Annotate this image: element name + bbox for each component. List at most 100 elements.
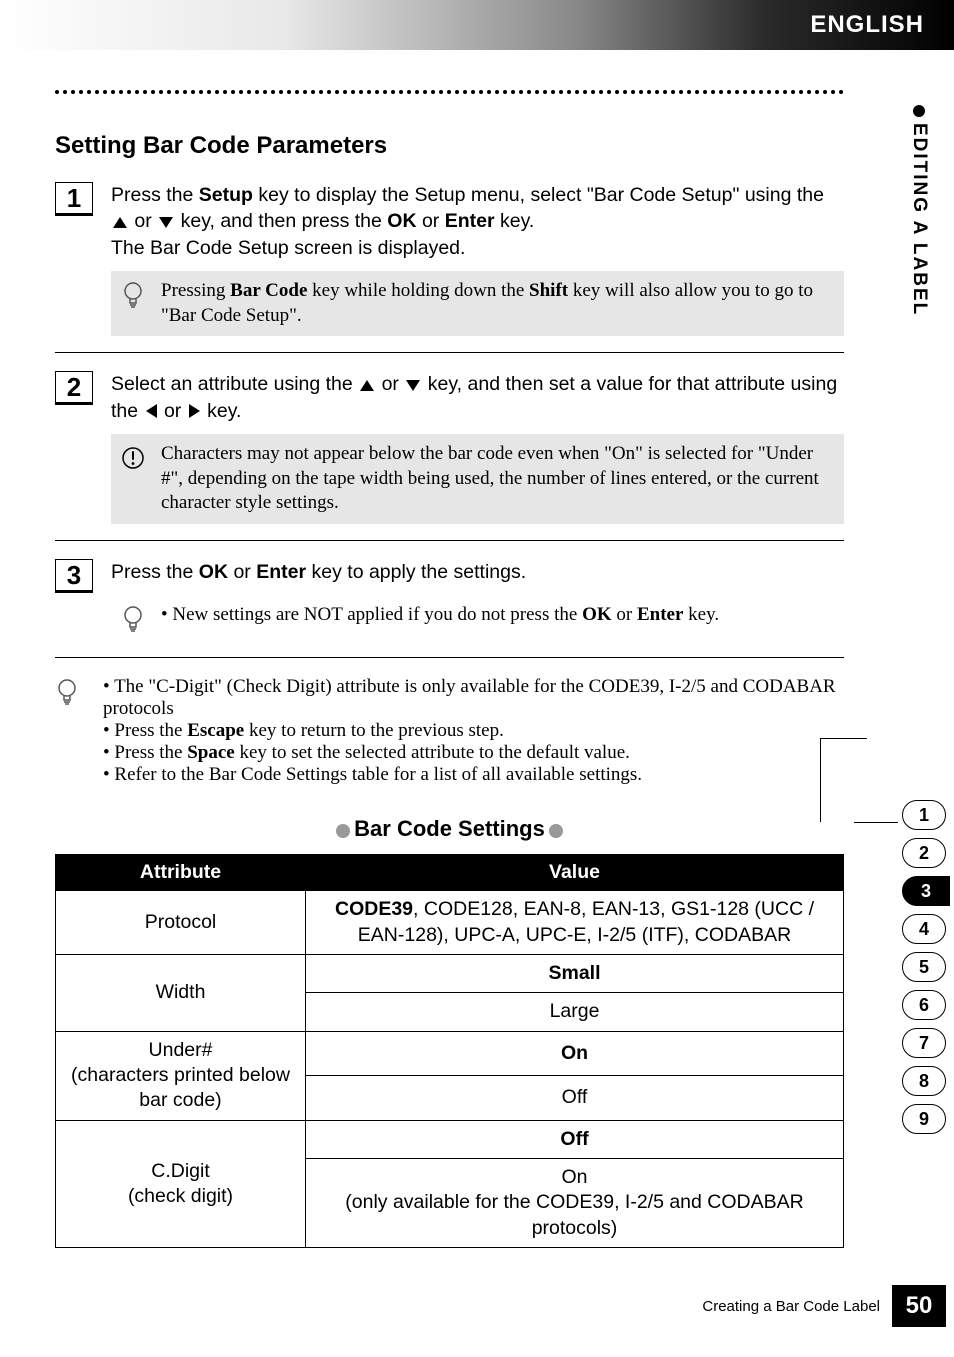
arrow-right-icon	[189, 404, 200, 418]
text: Pressing	[161, 280, 230, 301]
section-side-tab: EDITING A LABEL	[908, 105, 930, 316]
key-ok: OK	[387, 210, 416, 232]
arrow-up-icon	[360, 380, 374, 391]
language-label: ENGLISH	[810, 11, 924, 39]
notes-list: The "C-Digit" (Check Digit) attribute is…	[95, 676, 844, 786]
text: Under#	[149, 1039, 213, 1061]
warning-icon	[121, 442, 149, 516]
tab-connector-line	[854, 822, 898, 823]
bulb-icon	[121, 603, 149, 633]
key-shift: Shift	[529, 280, 568, 301]
text: (only available for the CODE39, I-2/5 an…	[345, 1191, 803, 1238]
cell-attr: Protocol	[56, 891, 306, 955]
key-escape: Escape	[187, 720, 244, 741]
text: (characters printed below bar code)	[71, 1064, 290, 1111]
header-attribute: Attribute	[56, 855, 306, 891]
tab-connector-line	[820, 738, 898, 822]
chapter-tab-5[interactable]: 5	[902, 952, 946, 982]
text: or	[228, 561, 256, 583]
text: key, and then press the	[175, 210, 387, 232]
note-text: Pressing Bar Code key while holding down…	[161, 279, 834, 328]
list-item: Press the Escape key to return to the pr…	[103, 720, 844, 742]
table-row: C.Digit(check digit) Off	[56, 1120, 844, 1158]
cell-value: On (only available for the CODE39, I-2/5 …	[306, 1159, 844, 1248]
text: key.	[495, 210, 535, 232]
warning-text: Characters may not appear below the bar …	[161, 442, 834, 516]
step-body: Press the OK or Enter key to apply the s…	[111, 559, 844, 641]
text: key.	[683, 604, 719, 625]
step-divider	[55, 657, 844, 658]
step-divider	[55, 540, 844, 541]
key-enter: Enter	[445, 210, 495, 232]
cell-attr: Under# (characters printed below bar code…	[56, 1031, 306, 1120]
step-1: 1 Press the Setup key to display the Set…	[55, 182, 844, 338]
text: C.Digit	[151, 1160, 210, 1182]
default-value: CODE39	[335, 898, 413, 920]
step-body: Select an attribute using the or key, an…	[111, 371, 844, 524]
chapter-tab-9[interactable]: 9	[902, 1104, 946, 1134]
chapter-tab-8[interactable]: 8	[902, 1066, 946, 1096]
header-value: Value	[306, 855, 844, 891]
text: Press the	[111, 561, 199, 583]
text: , CODE128, EAN-8, EAN-13, GS1-128 (UCC /…	[358, 898, 814, 945]
text: or	[129, 210, 157, 232]
title-dot-icon	[336, 824, 350, 838]
key-barcode: Bar Code	[230, 280, 307, 301]
list-item: Refer to the Bar Code Settings table for…	[103, 764, 844, 786]
chapter-tab-2[interactable]: 2	[902, 838, 946, 868]
cell-value: Off	[306, 1120, 844, 1158]
text: or	[159, 400, 187, 422]
chapter-tab-3[interactable]: 3	[902, 876, 950, 906]
text: Press the	[114, 742, 187, 763]
step-number: 2	[55, 371, 93, 405]
text: The Bar Code Setup screen is displayed.	[111, 237, 465, 259]
text: New settings are NOT applied if you do n…	[172, 604, 582, 625]
header-bar: ENGLISH	[0, 0, 954, 50]
text: Press the	[111, 184, 199, 206]
arrow-left-icon	[146, 404, 157, 418]
step-number: 3	[55, 559, 93, 593]
step-2: 2 Select an attribute using the or key, …	[55, 371, 844, 526]
table-header-row: Attribute Value	[56, 855, 844, 891]
list-item: Press the Space key to set the selected …	[103, 742, 844, 764]
text: Select an attribute using the	[111, 373, 358, 395]
key-enter: Enter	[256, 561, 306, 583]
cell-attr: C.Digit(check digit)	[56, 1120, 306, 1247]
text: or	[376, 373, 404, 395]
settings-table: Attribute Value Protocol CODE39, CODE128…	[55, 854, 844, 1248]
step-divider	[55, 352, 844, 353]
bulb-icon	[55, 676, 83, 786]
key-ok: OK	[582, 604, 612, 625]
chapter-tab-1[interactable]: 1	[902, 800, 946, 830]
arrow-down-icon	[159, 217, 173, 228]
text: key to display the Setup menu, select "B…	[253, 184, 824, 206]
text: On	[561, 1166, 587, 1188]
step-number: 1	[55, 182, 93, 216]
note-box: Pressing Bar Code key while holding down…	[111, 271, 844, 336]
side-tab-label: EDITING A LABEL	[908, 123, 930, 316]
cell-value: Small	[306, 955, 844, 993]
cell-value: Large	[306, 993, 844, 1031]
section-title: Setting Bar Code Parameters	[55, 132, 844, 160]
table-row: Under#(characters printed below bar code…	[56, 1031, 844, 1076]
table-title: Bar Code Settings	[55, 816, 844, 842]
step-3: 3 Press the OK or Enter key to apply the…	[55, 559, 844, 643]
arrow-up-icon	[113, 217, 127, 228]
table-row: Protocol CODE39, CODE128, EAN-8, EAN-13,…	[56, 891, 844, 955]
step-body: Press the Setup key to display the Setup…	[111, 182, 844, 336]
chapter-tab-6[interactable]: 6	[902, 990, 946, 1020]
chapter-tab-7[interactable]: 7	[902, 1028, 946, 1058]
page-footer: Creating a Bar Code Label 50	[702, 1285, 946, 1327]
chapter-tab-4[interactable]: 4	[902, 914, 946, 944]
note-box: • New settings are NOT applied if you do…	[111, 595, 844, 641]
cell-value: CODE39, CODE128, EAN-8, EAN-13, GS1-128 …	[306, 891, 844, 955]
cell-attr: Width	[56, 955, 306, 1032]
cell-value: On	[306, 1031, 844, 1076]
key-space: Space	[187, 742, 235, 763]
text: key to return to the previous step.	[244, 720, 504, 741]
text: key to apply the settings.	[306, 561, 526, 583]
text: key.	[202, 400, 242, 422]
chapter-tabs: 1 2 3 4 5 6 7 8 9	[902, 800, 946, 1134]
cell-value: Off	[306, 1076, 844, 1121]
text: key while holding down the	[307, 280, 529, 301]
